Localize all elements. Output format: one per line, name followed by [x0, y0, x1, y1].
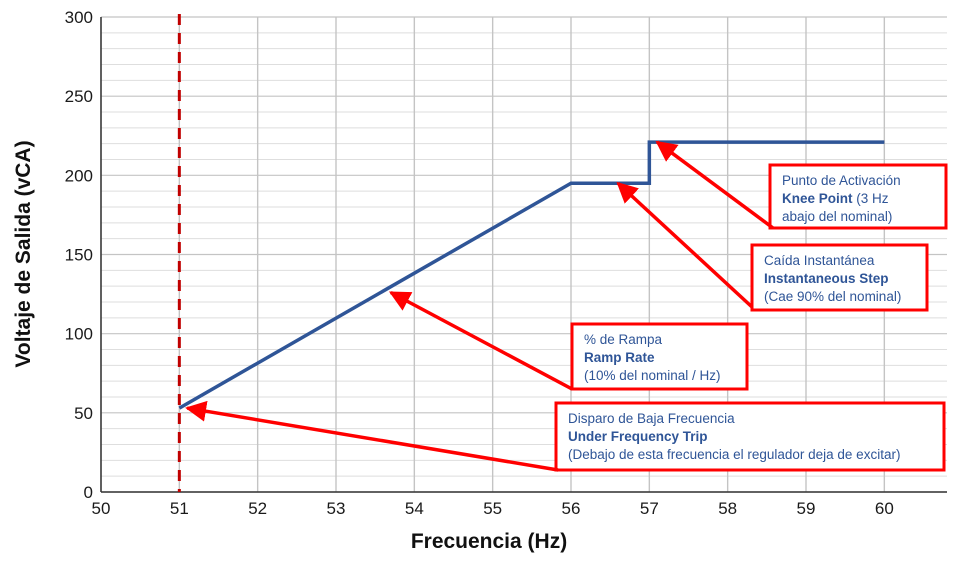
x-tick-label: 51: [170, 499, 189, 518]
x-tick-label: 50: [92, 499, 111, 518]
annotation-title: Knee Point: [782, 191, 853, 206]
annotation-under-frequency-trip: Disparo de Baja Frecuencia Under Frequenc…: [185, 400, 946, 472]
x-tick-label: 53: [327, 499, 346, 518]
annotation-line: abajo del nominal): [782, 209, 892, 224]
annotation-line: (10% del nominal / Hz): [584, 368, 721, 383]
annotation-text: Knee Point (3 Hz: [782, 191, 889, 206]
x-tick-label: 56: [562, 499, 581, 518]
annotation-text: Under Frequency Trip: [568, 429, 708, 444]
annotation-title: Under Frequency Trip: [568, 429, 708, 444]
x-tick-label: 52: [248, 499, 267, 518]
annotation-box: [750, 243, 929, 312]
y-tick-label: 100: [65, 325, 93, 344]
annotation-arrow: [388, 290, 573, 391]
annotation-line: Caída Instantánea: [764, 253, 875, 268]
x-tick-label: 59: [797, 499, 816, 518]
annotation-line: Punto de Activación: [782, 173, 901, 188]
annotation-line: Disparo de Baja Frecuencia: [568, 411, 735, 426]
annotations: Punto de Activación Knee Point (3 Hz abajo…: [185, 140, 948, 472]
y-tick-label: 300: [65, 8, 93, 27]
annotation-title: Instantaneous Step: [764, 271, 889, 286]
annotation-knee-point: Punto de Activación Knee Point (3 Hz abajo…: [655, 140, 948, 230]
y-tick-label: 0: [84, 483, 93, 502]
y-tick-label: 200: [65, 166, 93, 185]
annotation-text: abajo del nominal): [782, 209, 892, 224]
x-tick-label: 55: [483, 499, 502, 518]
annotation-text: Punto de Activación: [782, 173, 901, 188]
y-axis-title: Voltaje de Salida (vCA): [12, 140, 35, 367]
annotation-instantaneous-step: Caída Instantánea Instantaneous Step (Cae …: [616, 181, 929, 312]
annotation-text: (10% del nominal / Hz): [584, 368, 721, 383]
annotation-text: Ramp Rate: [584, 350, 655, 365]
x-tick-label: 58: [718, 499, 737, 518]
annotation-arrow: [616, 181, 754, 309]
annotation-text: Instantaneous Step: [764, 271, 889, 286]
series-layer: [178, 140, 885, 410]
annotation-title: Ramp Rate: [584, 350, 655, 365]
annotation-line: (Cae 90% del nominal): [764, 289, 901, 304]
annotation-ramp-rate: % de Rampa Ramp Rate (10% del nominal / Hz…: [388, 290, 749, 391]
annotation-line: (Debajo de esta frecuencia el regulador …: [568, 447, 900, 462]
y-tick-label: 150: [65, 246, 93, 265]
annotation-box: [768, 163, 948, 230]
y-tick-label: 250: [65, 87, 93, 106]
annotation-box: [554, 401, 946, 472]
series-line: [178, 140, 885, 410]
x-tick-label: 54: [405, 499, 424, 518]
annotation-text: (Cae 90% del nominal): [764, 289, 901, 304]
y-tick-label: 50: [74, 404, 93, 423]
annotation-arrow: [655, 140, 775, 230]
annotation-text: % de Rampa: [584, 332, 663, 347]
x-tick-label: 60: [875, 499, 894, 518]
annotation-text: Disparo de Baja Frecuencia: [568, 411, 735, 426]
annotation-box: [570, 322, 749, 391]
annotation-line: % de Rampa: [584, 332, 663, 347]
annotation-arrow: [185, 400, 559, 472]
x-axis-title: Frecuencia (Hz): [411, 530, 567, 553]
annotation-suffix: (3 Hz: [853, 191, 889, 206]
annotation-text: (Debajo de esta frecuencia el regulador …: [568, 447, 900, 462]
x-tick-label: 57: [640, 499, 659, 518]
annotation-text: Caída Instantánea: [764, 253, 875, 268]
